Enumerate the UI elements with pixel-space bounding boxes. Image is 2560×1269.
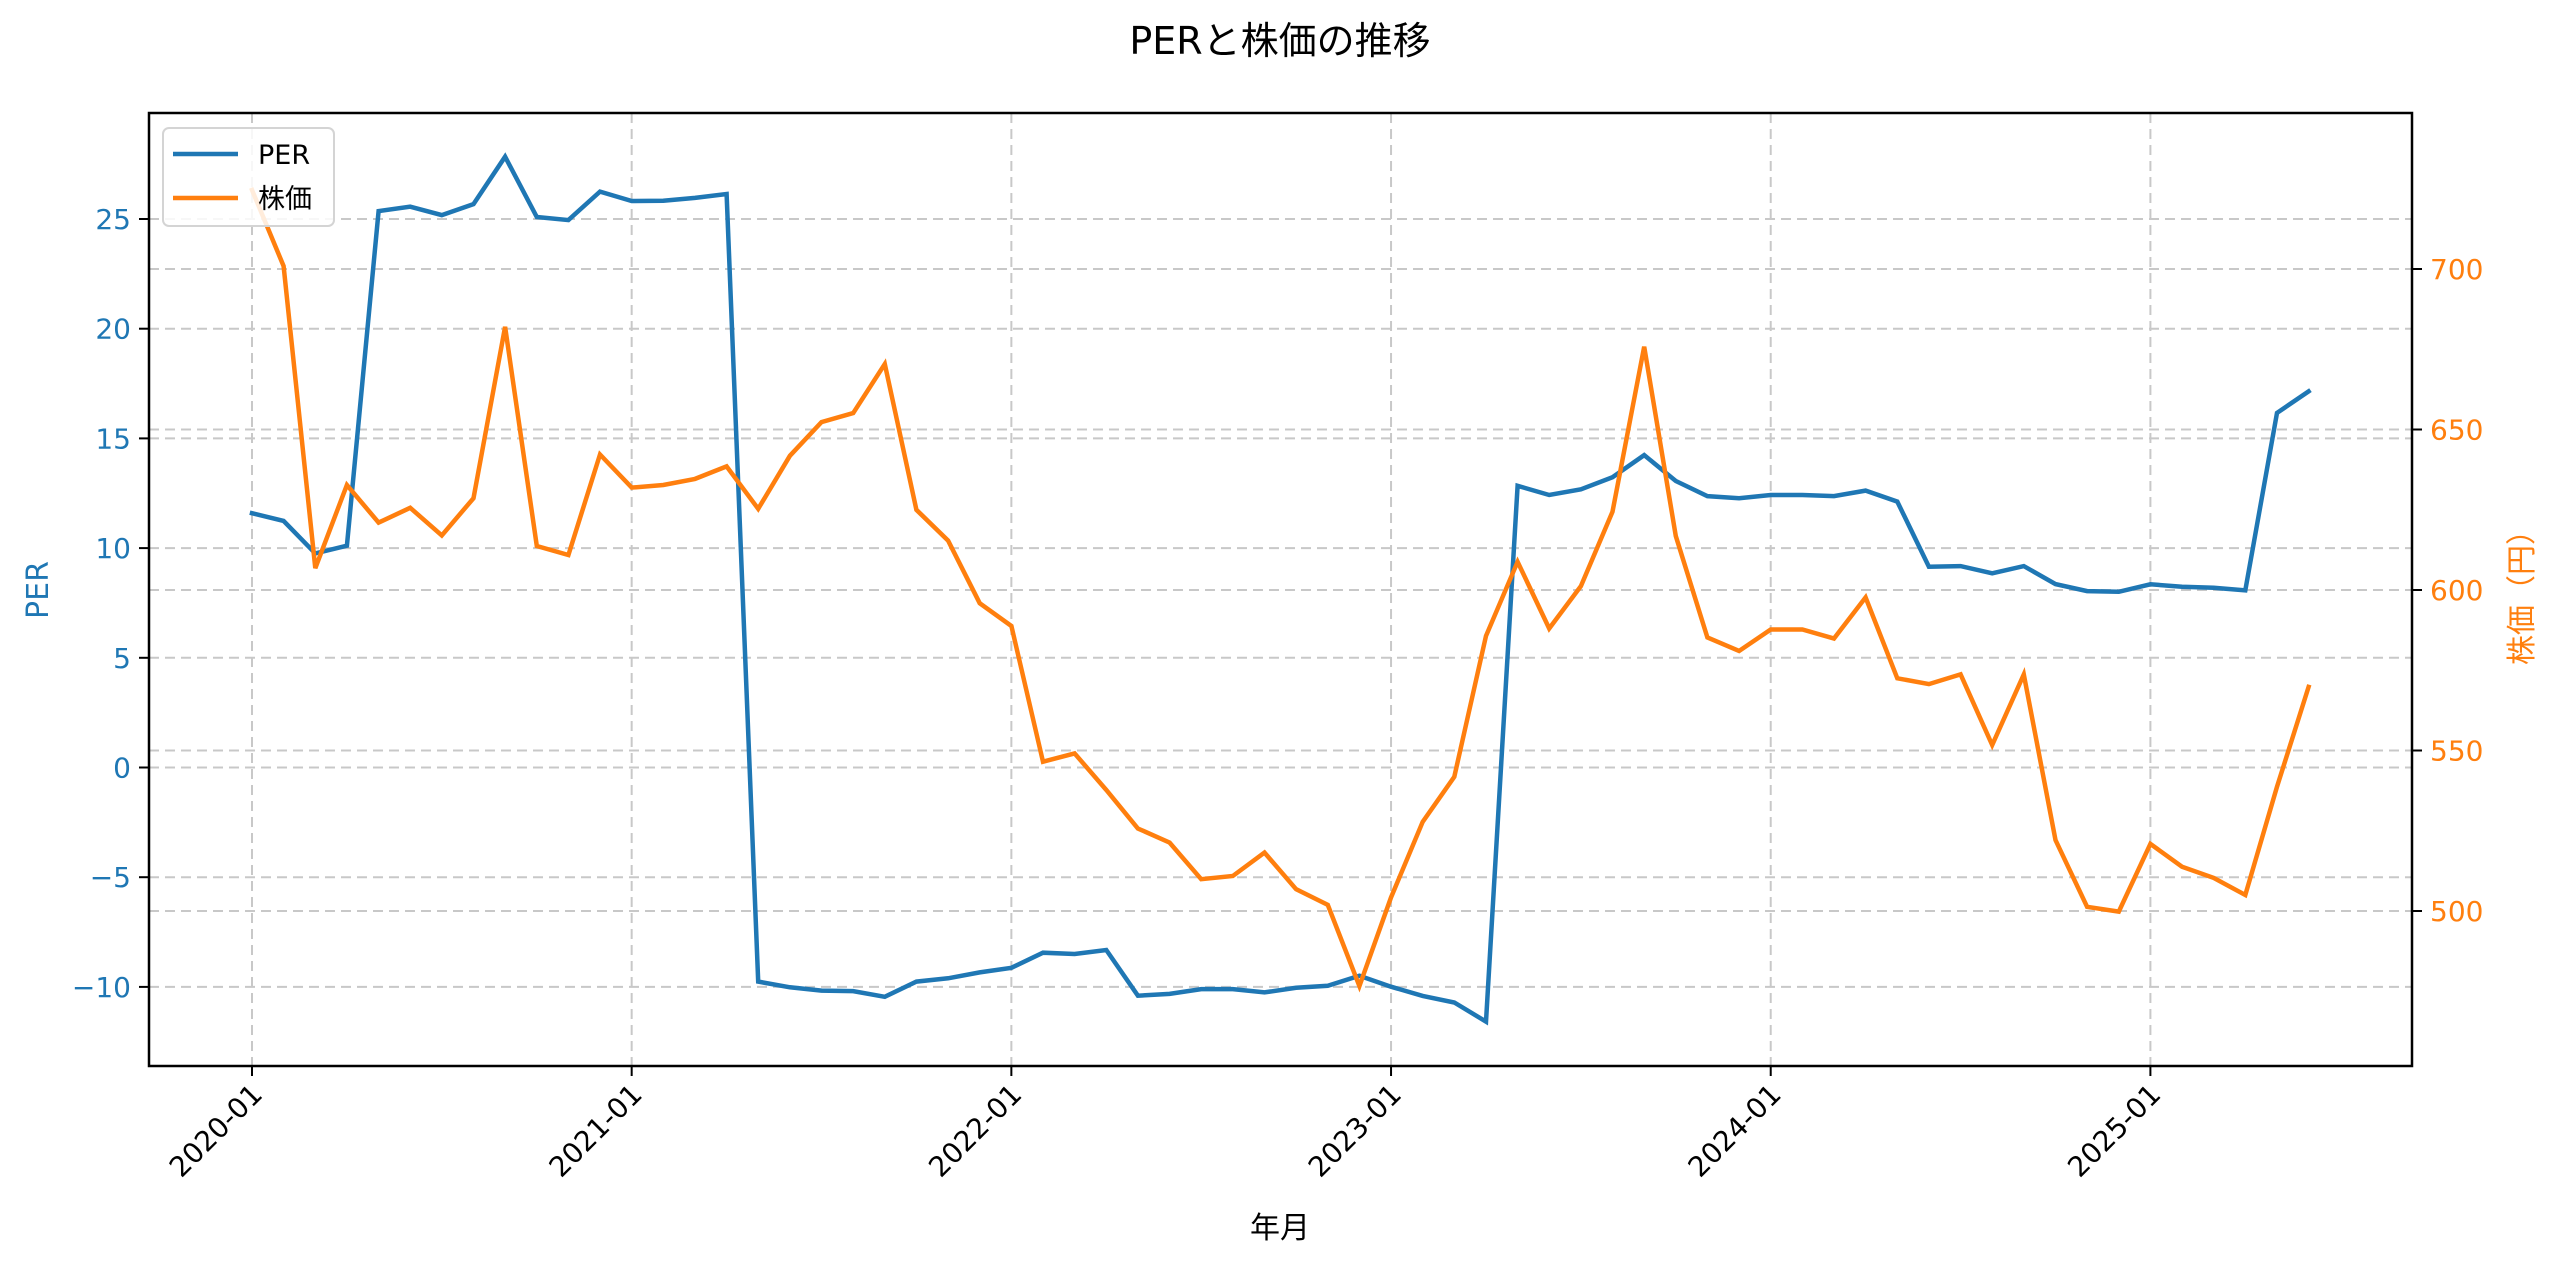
x-axis-title: 年月 bbox=[1250, 1211, 1310, 1246]
right-tick-label: 550 bbox=[2430, 735, 2483, 768]
left-tick-label: −10 bbox=[72, 971, 131, 1004]
right-tick-label: 700 bbox=[2430, 253, 2483, 286]
right-tick-label: 500 bbox=[2430, 895, 2483, 928]
x-tick-label: 2021-01 bbox=[543, 1078, 649, 1184]
grid-lines bbox=[149, 113, 2412, 1066]
left-tick-label: 5 bbox=[113, 642, 131, 675]
right-y-axis: 500 550 600 650 700 bbox=[2412, 253, 2483, 928]
right-tick-label: 650 bbox=[2430, 414, 2483, 447]
x-axis: 2020-01 2021-01 2022-01 2023-01 2024-01 2025-… bbox=[163, 1066, 2167, 1184]
x-tick-label: 2024-01 bbox=[1682, 1078, 1788, 1184]
left-tick-label: 15 bbox=[95, 422, 131, 455]
right-y-axis-title: 株価（円） bbox=[2505, 515, 2540, 665]
left-tick-label: 0 bbox=[113, 752, 131, 785]
x-tick-label: 2020-01 bbox=[163, 1078, 269, 1184]
x-tick-label: 2023-01 bbox=[1302, 1078, 1408, 1184]
left-tick-label: 25 bbox=[95, 203, 131, 236]
right-tick-label: 600 bbox=[2430, 574, 2483, 607]
legend: PER 株価 bbox=[162, 127, 335, 227]
price-line bbox=[249, 187, 2312, 993]
left-tick-label: 10 bbox=[95, 532, 131, 565]
per-line bbox=[249, 152, 2312, 1026]
legend-per-label: PER bbox=[258, 140, 310, 171]
left-y-axis-title: PER bbox=[21, 561, 56, 619]
left-tick-label: 20 bbox=[95, 313, 131, 346]
chart-title: PERと株価の推移 bbox=[1129, 19, 1430, 63]
x-tick-label: 2022-01 bbox=[922, 1078, 1028, 1184]
x-tick-label: 2025-01 bbox=[2061, 1078, 2167, 1184]
left-y-axis: −10 −5 0 5 10 15 20 25 bbox=[72, 203, 149, 1004]
left-tick-label: −5 bbox=[90, 861, 131, 894]
series-lines bbox=[249, 152, 2312, 1026]
legend-price-label: 株価 bbox=[258, 184, 312, 215]
